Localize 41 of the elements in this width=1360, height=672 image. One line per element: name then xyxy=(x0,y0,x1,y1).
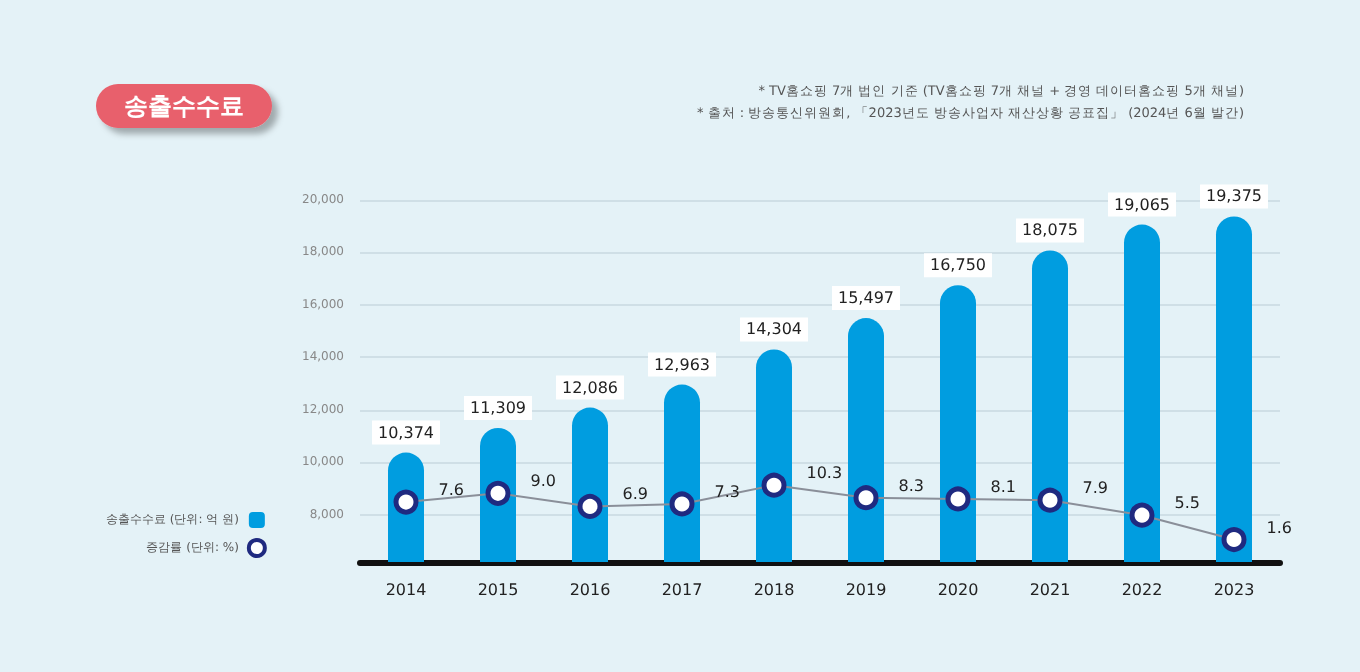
x-tick-label: 2017 xyxy=(661,581,703,599)
data-label: 7.9 xyxy=(1082,479,1108,498)
x-tick-label: 2014 xyxy=(385,581,427,599)
data-label: 16,750 xyxy=(930,256,986,275)
x-tick-label: 2015 xyxy=(477,581,519,599)
x-tick-label: 2021 xyxy=(1029,581,1071,599)
point xyxy=(393,489,419,515)
data-label: 6.9 xyxy=(622,485,648,504)
data-label: 8.3 xyxy=(898,476,924,495)
data-label: 1.6 xyxy=(1266,518,1292,537)
point xyxy=(853,485,879,511)
point xyxy=(669,491,695,517)
data-label: 8.1 xyxy=(990,477,1016,496)
x-tick-label: 2019 xyxy=(845,581,887,599)
data-label: 14,304 xyxy=(746,320,802,339)
point xyxy=(485,480,511,506)
data-label: 5.5 xyxy=(1174,494,1200,513)
point xyxy=(1221,527,1247,553)
x-tick-label: 2018 xyxy=(753,581,795,599)
data-label: 7.6 xyxy=(438,481,464,500)
data-label: 9.0 xyxy=(530,472,556,491)
data-label: 12,086 xyxy=(562,378,618,397)
data-label: 19,375 xyxy=(1206,187,1262,206)
point xyxy=(945,486,971,512)
data-label: 18,075 xyxy=(1022,221,1078,240)
chart-title: 송출수수료 xyxy=(124,92,244,120)
point xyxy=(1129,502,1155,528)
data-label: 11,309 xyxy=(470,398,526,417)
data-label: 10.3 xyxy=(806,464,843,483)
x-tick-label: 2020 xyxy=(937,581,979,599)
point xyxy=(761,472,787,498)
data-label: 7.3 xyxy=(714,482,740,501)
point xyxy=(1037,487,1063,513)
x-tick-label: 2022 xyxy=(1121,581,1163,599)
x-tick-label: 2023 xyxy=(1213,581,1255,599)
x-tick-label: 2016 xyxy=(569,581,611,599)
data-label: 12,963 xyxy=(654,355,710,374)
data-label: 19,065 xyxy=(1114,195,1170,214)
data-label: 10,374 xyxy=(378,423,434,442)
point xyxy=(577,493,603,519)
data-label: 15,497 xyxy=(838,289,894,308)
